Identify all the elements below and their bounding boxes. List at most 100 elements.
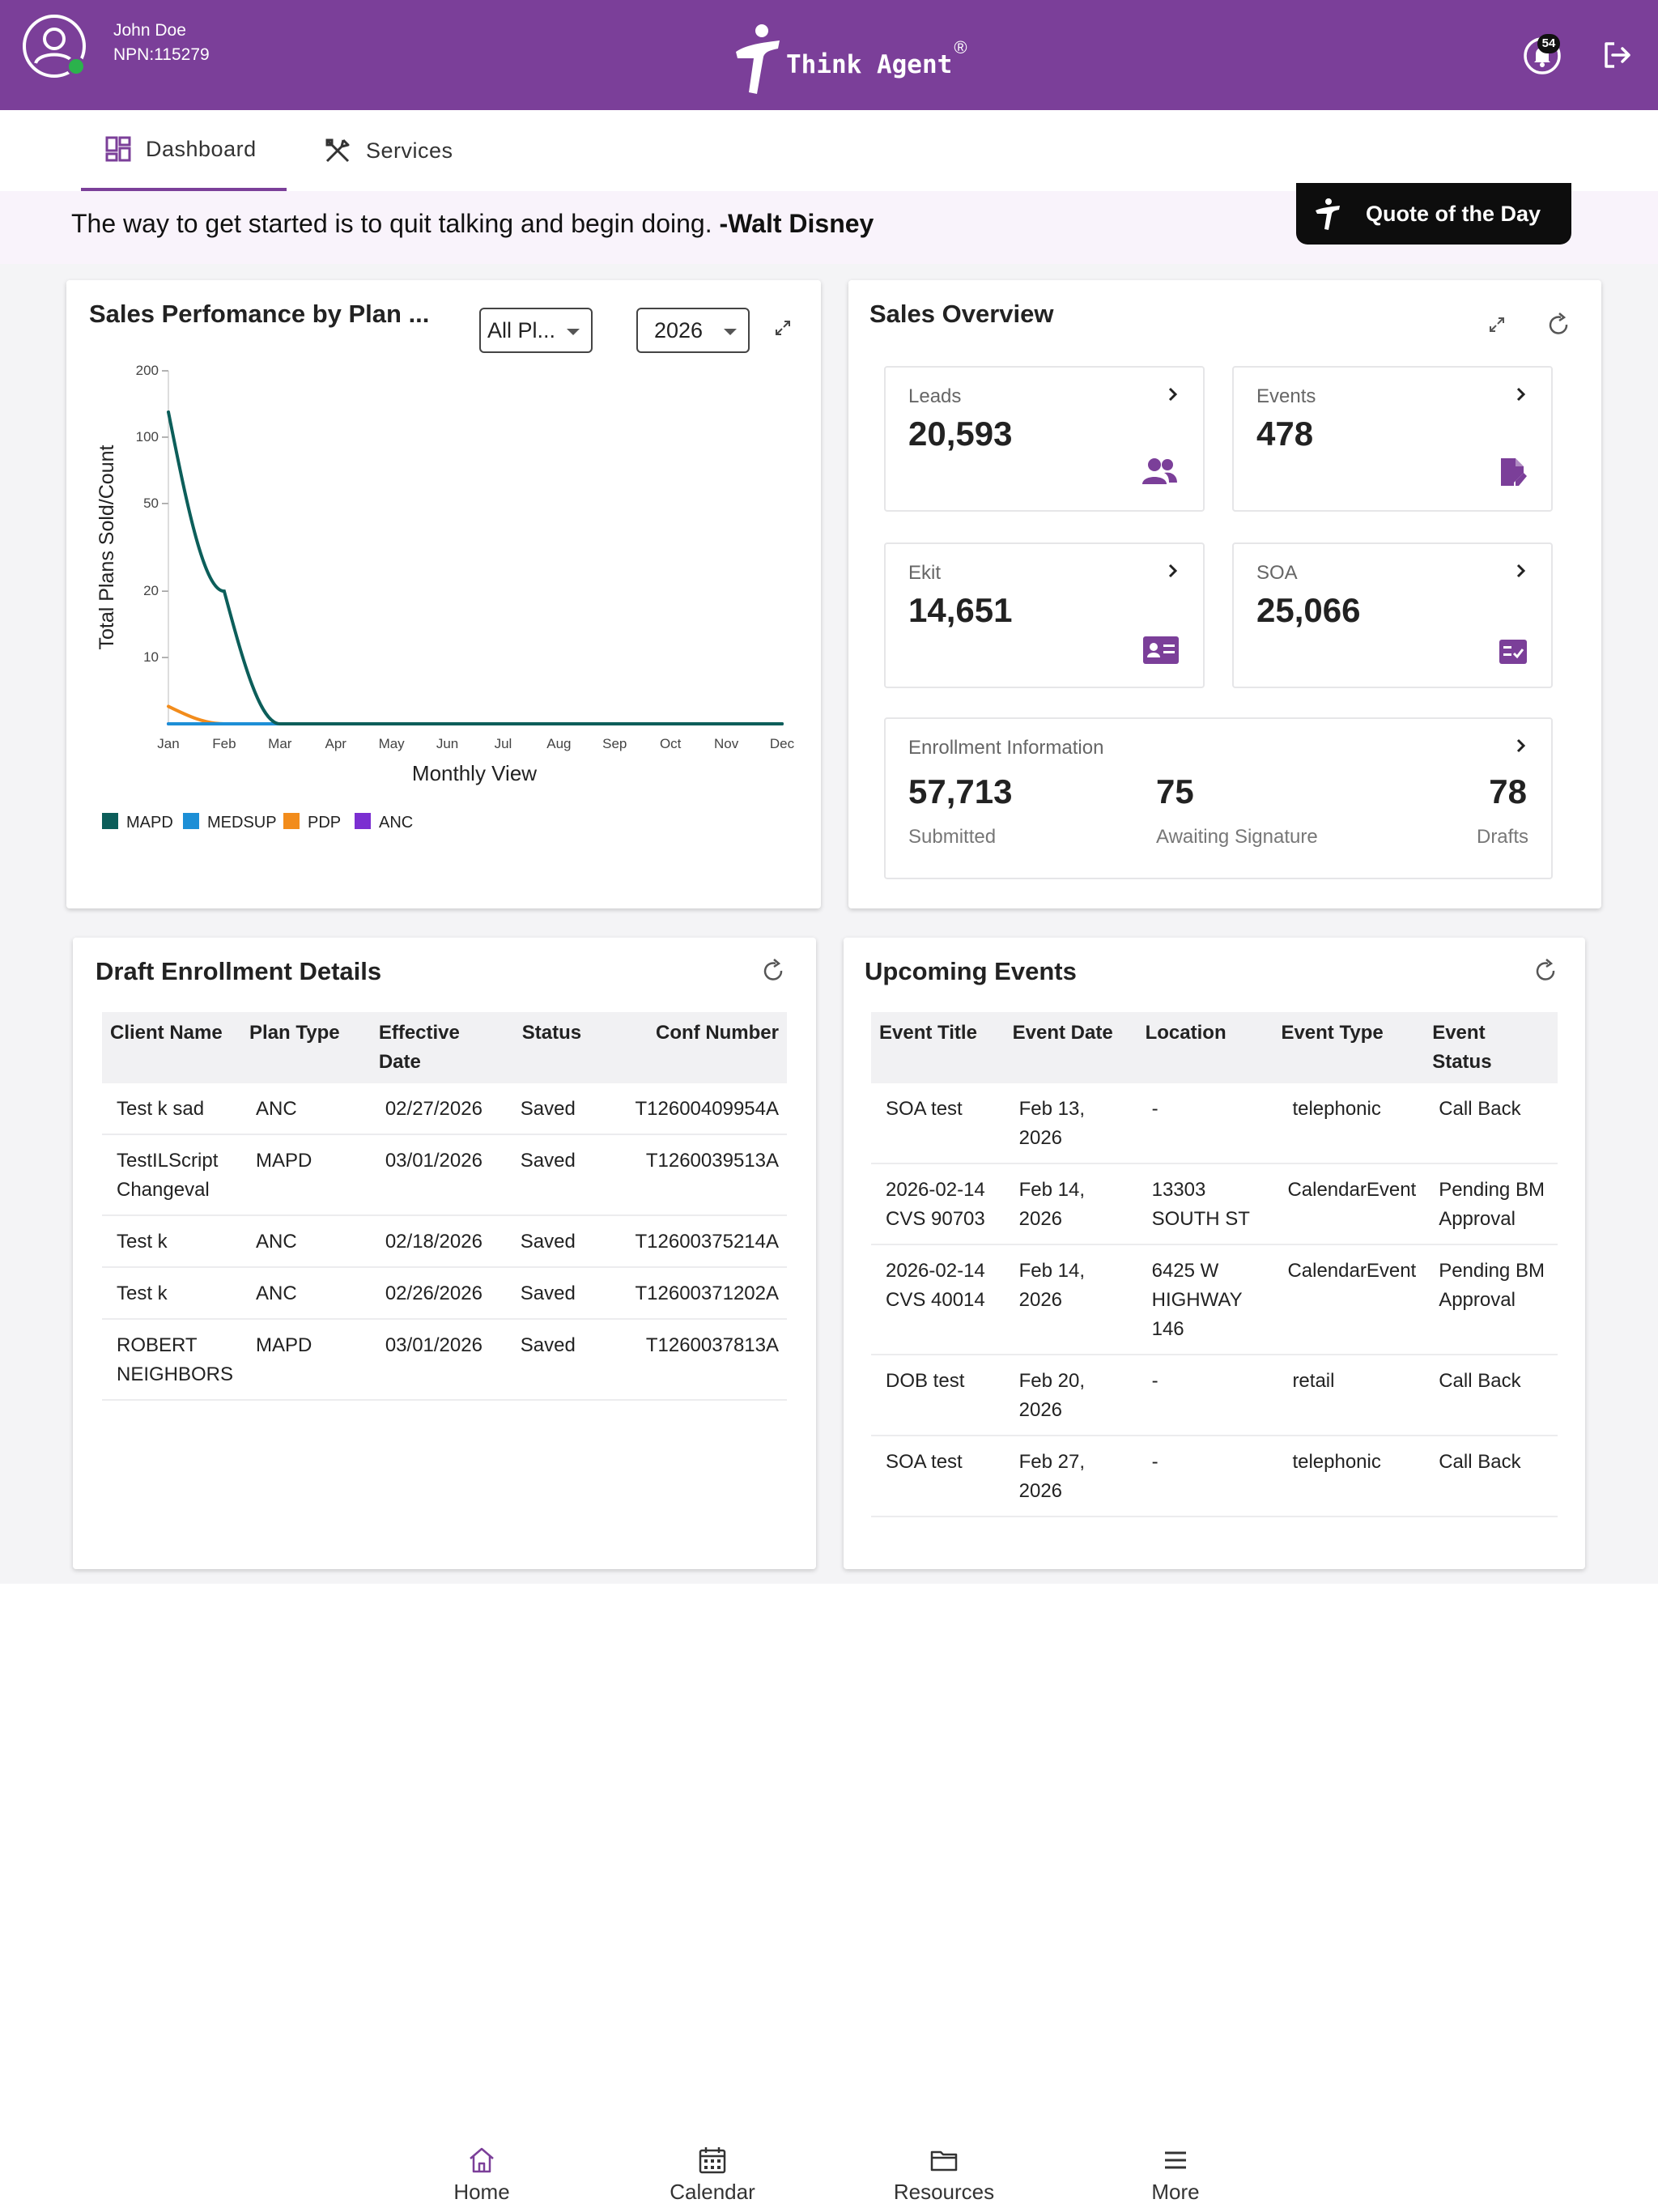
- table-row[interactable]: Test k ANC 02/26/2026 Saved T12600371202…: [102, 1267, 787, 1320]
- leads-tile[interactable]: Leads 20,593: [884, 366, 1205, 512]
- legend-swatch-mapd: [102, 813, 118, 829]
- plan-type-cell: ANC: [241, 1215, 371, 1268]
- plan-type-cell: ANC: [241, 1083, 371, 1135]
- x-tick-label: Aug: [546, 736, 571, 751]
- table-row[interactable]: TestILScript Changeval MAPD 03/01/2026 S…: [102, 1134, 787, 1216]
- column-header: Event Type: [1273, 1012, 1425, 1083]
- x-tick-label: Nov: [714, 736, 739, 751]
- bottom-nav: Home Calendar Resources More: [0, 2121, 1658, 2212]
- table-row[interactable]: 2026-02-14 CVS 90703 Feb 14, 2026 13303 …: [871, 1163, 1558, 1245]
- bottom-nav-more[interactable]: More: [1095, 2146, 1256, 2205]
- refresh-icon[interactable]: [1545, 311, 1572, 338]
- legend-swatch-pdp: [283, 813, 300, 829]
- table-row[interactable]: DOB test Feb 20, 2026 - retail Call Back: [871, 1355, 1558, 1436]
- y-tick-label: 200: [136, 363, 159, 378]
- events-tile[interactable]: Events 478: [1232, 366, 1553, 512]
- ekit-tile[interactable]: Ekit 14,651: [884, 542, 1205, 688]
- bottom-nav-calendar[interactable]: Calendar: [631, 2146, 793, 2205]
- conf-number-cell: T12600375214A: [620, 1215, 787, 1268]
- plan-filter-select[interactable]: All Pl...: [479, 308, 593, 353]
- sales-overview-title: Sales Overview: [869, 300, 1054, 328]
- conf-number-cell: T1260039513A: [620, 1134, 787, 1216]
- tab-services[interactable]: Services: [324, 110, 453, 191]
- chevron-down-icon: [567, 329, 580, 335]
- chevron-right-icon: [1516, 738, 1526, 753]
- logout-icon[interactable]: [1601, 39, 1634, 71]
- ekit-value: 14,651: [908, 591, 1013, 629]
- refresh-icon[interactable]: [1532, 957, 1559, 985]
- table-header-row: Event Title Event Date Location Event Ty…: [871, 1012, 1558, 1083]
- chevron-right-icon: [1516, 387, 1526, 402]
- conf-number-cell: T12600409954A: [620, 1083, 787, 1135]
- event-status-cell: Call Back: [1424, 1083, 1558, 1164]
- enrollment-information-tile[interactable]: Enrollment Information 57,713 Submitted …: [884, 717, 1553, 879]
- x-axis-title: Monthly View: [412, 761, 537, 785]
- calendar-icon: [699, 2147, 726, 2174]
- table-row[interactable]: SOA test Feb 13, 2026 - telephonic Call …: [871, 1083, 1558, 1164]
- legend-label-anc: ANC: [379, 814, 413, 832]
- plan-filter-value: All Pl...: [487, 317, 556, 342]
- bottom-nav-more-label: More: [1151, 2180, 1200, 2204]
- location-cell: 6425 W HIGHWAY 146: [1137, 1244, 1273, 1355]
- table-row[interactable]: Test k sad ANC 02/27/2026 Saved T1260040…: [102, 1083, 787, 1135]
- think-agent-logo: Think Agent ®: [733, 23, 967, 96]
- expand-icon[interactable]: [774, 319, 792, 337]
- effective-date-cell: 03/01/2026: [370, 1134, 506, 1216]
- y-tick-label: 50: [143, 496, 159, 511]
- legend-label-pdp: PDP: [308, 814, 341, 832]
- legend-swatch-medsup: [183, 813, 199, 829]
- event-title-cell: DOB test: [871, 1355, 1005, 1436]
- quote-figure-icon: [1316, 198, 1340, 230]
- user-npn: NPN:115279: [113, 45, 210, 64]
- upcoming-events-title: Upcoming Events: [865, 957, 1077, 985]
- plan-type-cell: MAPD: [241, 1319, 371, 1401]
- refresh-icon[interactable]: [759, 957, 787, 985]
- column-header: Event Status: [1424, 1012, 1558, 1083]
- event-type-cell: telephonic: [1273, 1083, 1425, 1164]
- event-status-cell: Pending BM Approval: [1424, 1163, 1558, 1245]
- bottom-nav-home-label: Home: [453, 2180, 510, 2204]
- event-type-cell: CalendarEvent: [1273, 1244, 1425, 1355]
- year-filter-select[interactable]: 2026: [636, 308, 750, 353]
- bottom-nav-resources[interactable]: Resources: [863, 2146, 1025, 2205]
- table-row[interactable]: SOA test Feb 27, 2026 - telephonic Call …: [871, 1436, 1558, 1517]
- menu-icon: [1165, 2151, 1186, 2169]
- x-tick-label: Oct: [660, 736, 682, 751]
- table-row[interactable]: ROBERT NEIGHBORS MAPD 03/01/2026 Saved T…: [102, 1319, 787, 1401]
- soa-tile[interactable]: SOA 25,066: [1232, 542, 1553, 688]
- user-name: John Doe: [113, 21, 186, 40]
- quote-of-the-day-button[interactable]: Quote of the Day: [1296, 183, 1571, 245]
- table-row[interactable]: 2026-02-14 CVS 40014 Feb 14, 2026 6425 W…: [871, 1244, 1558, 1355]
- tab-dashboard[interactable]: Dashboard: [81, 110, 287, 191]
- services-icon: [325, 138, 350, 163]
- bottom-nav-home[interactable]: Home: [401, 2146, 563, 2205]
- event-title-cell: 2026-02-14 CVS 40014: [871, 1244, 1005, 1355]
- legend-label-medsup: MEDSUP: [207, 814, 277, 832]
- column-header: Location: [1137, 1012, 1273, 1083]
- id-card-icon: [1143, 636, 1179, 664]
- legend-label-mapd: MAPD: [126, 814, 173, 832]
- avatar[interactable]: [23, 15, 86, 78]
- notification-badge: 54: [1537, 34, 1560, 53]
- sales-performance-card: Sales Perfomance by Plan ... All Pl... 2…: [66, 280, 821, 908]
- x-tick-label: Sep: [602, 736, 627, 751]
- home-icon: [470, 2147, 494, 2173]
- online-status-dot: [66, 57, 86, 76]
- logo-registered-mark: ®: [954, 37, 967, 57]
- client-name-cell: ROBERT NEIGHBORS: [102, 1319, 242, 1401]
- legend-swatch-anc: [355, 813, 371, 829]
- chevron-right-icon: [1168, 387, 1178, 402]
- x-tick-label: Feb: [212, 736, 236, 751]
- plan-type-cell: MAPD: [241, 1134, 371, 1216]
- event-type-cell: CalendarEvent: [1273, 1163, 1425, 1245]
- client-name-cell: Test k: [102, 1267, 242, 1320]
- status-cell: Saved: [505, 1134, 621, 1216]
- status-cell: Saved: [505, 1215, 621, 1268]
- table-row[interactable]: Test k ANC 02/18/2026 Saved T12600375214…: [102, 1215, 787, 1268]
- expand-icon[interactable]: [1488, 316, 1506, 334]
- main-nav: Dashboard Services: [0, 110, 1658, 191]
- checklist-icon: [1499, 640, 1527, 664]
- location-cell: -: [1137, 1436, 1273, 1517]
- event-status-cell: Call Back: [1424, 1436, 1558, 1517]
- column-header: Effective Date: [370, 1012, 506, 1083]
